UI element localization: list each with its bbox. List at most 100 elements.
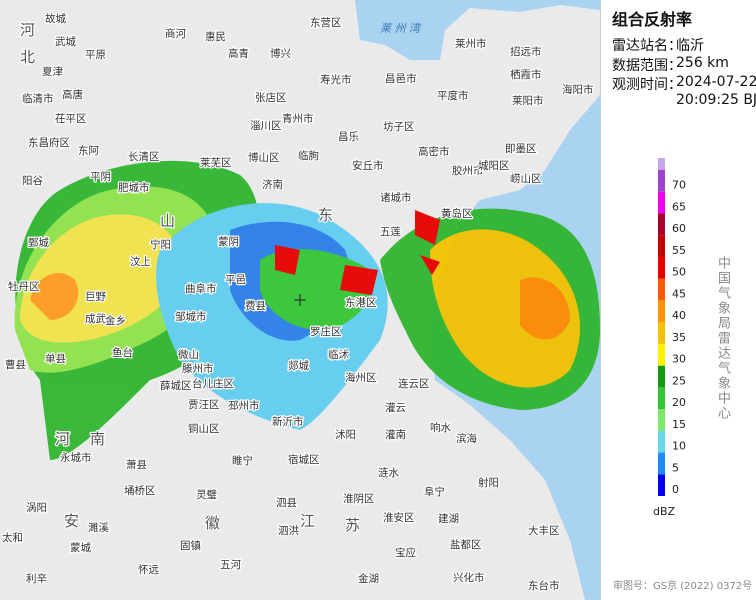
place-label: 宝应 xyxy=(395,546,416,559)
vertical-text: 中国气象局雷达气象中心 xyxy=(715,256,730,421)
place-label: 罗庄区 xyxy=(310,325,342,338)
color-segment xyxy=(658,474,665,496)
place-label: 新沂市 xyxy=(272,415,304,428)
place-label: 安丘市 xyxy=(352,159,384,172)
place-label: 盐都区 xyxy=(450,538,482,551)
province-label: 苏 xyxy=(345,516,360,534)
map: 河北山 东河 南安徽江苏莱 州 湾故城武城平原夏津高唐临清市茌平区东昌府区东阿阳谷商… xyxy=(0,0,600,600)
place-label: 博兴 xyxy=(270,47,291,60)
color-bar: 0 5 10 15 20 25 30 35 40 45 50 55 60 65 70 xyxy=(658,158,686,496)
place-label: 贾汪区 xyxy=(188,399,220,411)
color-segment xyxy=(658,387,665,410)
place-label: 惠民 xyxy=(205,30,226,43)
place-label: 泗洪 xyxy=(278,525,299,537)
place-label: 胶州市 xyxy=(452,164,484,177)
place-label: 滕州市 xyxy=(182,362,214,375)
place-label: 寿光市 xyxy=(320,73,352,86)
place-label: 固镇 xyxy=(180,539,201,552)
legend-label: 10 xyxy=(672,440,686,453)
color-segment xyxy=(658,235,665,257)
place-label: 济南 xyxy=(262,178,283,191)
place-label: 蒙城 xyxy=(70,541,91,554)
place-label: 东昌府区 xyxy=(28,136,70,149)
place-label: 诸城市 xyxy=(380,191,412,204)
place-label: 连云区 xyxy=(398,377,430,390)
color-segment xyxy=(658,409,665,431)
place-label: 莱阳市 xyxy=(512,94,544,107)
time: 20:09:25 BJT xyxy=(676,92,756,108)
place-label: 故城 xyxy=(45,12,66,25)
place-label: 栖霞市 xyxy=(510,68,542,81)
place-label: 临沭 xyxy=(328,348,349,361)
place-label: 曲阜市 xyxy=(185,282,217,295)
place-label: 海州区 xyxy=(345,371,377,384)
legend-label: 70 xyxy=(672,179,686,192)
place-label: 平度市 xyxy=(437,89,469,102)
place-label: 高青 xyxy=(228,47,249,60)
legend-label: 55 xyxy=(672,244,686,257)
place-label: 东港区 xyxy=(345,296,377,309)
color-segment xyxy=(658,365,665,388)
place-label: 张店区 xyxy=(255,91,287,104)
title: 组合反射率 xyxy=(612,10,693,29)
station-label: 雷达站名： xyxy=(612,38,682,54)
place-label: 射阳 xyxy=(478,476,499,489)
color-segment xyxy=(658,278,665,301)
place-label: 莱州市 xyxy=(455,37,487,50)
place-label: 永城市 xyxy=(60,451,92,464)
place-label: 高密市 xyxy=(418,145,450,158)
place-label: 五河 xyxy=(220,559,241,571)
place-label: 临清市 xyxy=(22,92,54,105)
place-label: 邹城市 xyxy=(175,310,207,323)
range-label: 数据范围： xyxy=(612,58,682,74)
place-label: 蒙阴 xyxy=(218,235,239,248)
place-label: 鄄城 xyxy=(28,237,49,249)
place-label: 宿城区 xyxy=(288,453,320,466)
legend-label: 25 xyxy=(672,374,686,387)
place-label: 黄岛区 xyxy=(441,207,473,220)
place-label: 响水 xyxy=(430,421,451,434)
place-label: 五莲 xyxy=(380,226,401,238)
place-label: 东阿 xyxy=(78,144,99,157)
place-label: 铜山区 xyxy=(188,423,220,435)
station: 临沂 xyxy=(676,38,704,54)
footer: 审图号：GS京 (2022) 0372号 xyxy=(613,581,753,592)
place-label: 涡阳 xyxy=(26,502,47,514)
place-label: 长清区 xyxy=(128,150,160,163)
legend-label: 45 xyxy=(672,287,686,300)
place-label: 萧县 xyxy=(126,459,147,471)
range: 256 km xyxy=(676,55,729,71)
time-label: 观测时间： xyxy=(612,77,682,93)
side-panel: 组合反射率 雷达站名： 临沂 数据范围： 256 km 观测时间： 2024-0… xyxy=(600,0,756,600)
province-label: 河 xyxy=(20,21,35,39)
place-label: 郯城 xyxy=(288,359,309,372)
place-label: 太和 xyxy=(2,531,23,544)
place-label: 茌平区 xyxy=(55,113,87,125)
legend-label: 35 xyxy=(672,331,686,344)
place-label: 青州市 xyxy=(282,112,314,125)
place-label: 东营区 xyxy=(310,16,342,29)
place-label: 博山区 xyxy=(248,151,280,164)
legend-label: 60 xyxy=(672,222,686,235)
place-label: 阜宁 xyxy=(424,485,445,498)
place-label: 巨野 xyxy=(85,291,106,303)
place-label: 平邑 xyxy=(225,274,246,286)
place-label: 淮阴区 xyxy=(343,493,375,505)
province-label: 江 xyxy=(300,512,315,530)
place-label: 灌云 xyxy=(385,402,406,414)
place-label: 平阴 xyxy=(90,171,111,183)
place-label: 招远市 xyxy=(510,45,542,58)
place-label: 淮安区 xyxy=(383,511,415,524)
province-label: 河 xyxy=(55,430,70,448)
place-label: 薛城区 xyxy=(160,380,192,392)
place-label: 昌邑市 xyxy=(385,72,417,85)
place-label: 坊子区 xyxy=(383,120,415,133)
province-label: 南 xyxy=(90,430,105,448)
color-segment xyxy=(658,430,665,453)
place-label: 利辛 xyxy=(26,572,47,585)
place-label: 海阳市 xyxy=(562,83,594,96)
legend-label: 65 xyxy=(672,200,686,213)
place-label: 崂山区 xyxy=(510,173,542,185)
place-label: 沭阳 xyxy=(335,429,356,441)
place-label: 怀远 xyxy=(138,564,159,576)
